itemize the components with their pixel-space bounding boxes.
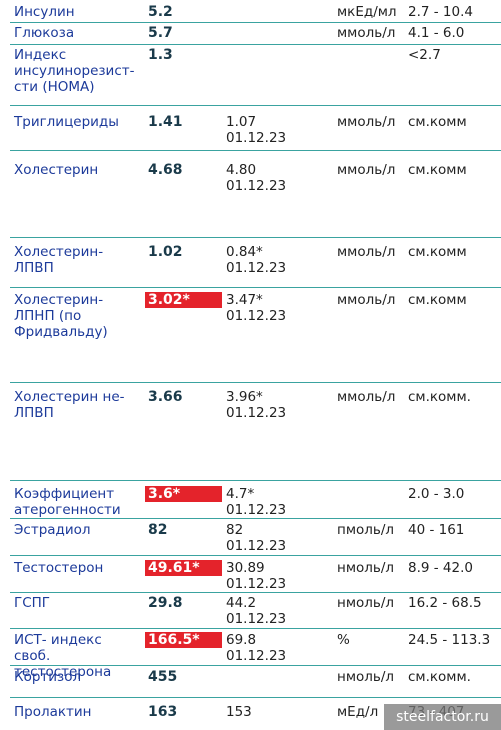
result: 49.61* xyxy=(145,560,222,576)
test-name: Холестерин-ЛПНП (по Фридвальду) xyxy=(14,292,108,340)
result: 3.02* xyxy=(145,292,222,308)
result: 82 xyxy=(148,522,168,538)
previous-result: 82 xyxy=(226,522,244,538)
previous-date: 01.12.23 xyxy=(226,648,287,664)
units: пмоль/л xyxy=(337,522,395,538)
row-separator xyxy=(10,518,501,519)
reference-range: см.комм xyxy=(408,162,467,178)
reference-range: 16.2 - 68.5 xyxy=(408,595,482,611)
units: мЕд/л xyxy=(337,704,379,720)
previous-date: 01.12.23 xyxy=(226,308,287,324)
units: ммоль/л xyxy=(337,389,396,405)
previous-date: 01.12.23 xyxy=(226,538,287,554)
previous-result: 69.8 xyxy=(226,632,257,648)
row-separator xyxy=(10,44,501,45)
previous-result: 1.07 xyxy=(226,114,257,130)
test-name: Триглицериды xyxy=(14,114,119,130)
previous-result: 3.47* xyxy=(226,292,263,308)
result: 3.6* xyxy=(145,486,222,502)
result: 163 xyxy=(148,704,178,720)
result: 3.66 xyxy=(148,389,183,405)
units: нмоль/л xyxy=(337,669,395,685)
test-name: Эстрадиол xyxy=(14,522,91,538)
previous-result: 4.7* xyxy=(226,486,255,502)
previous-result: 30.89 xyxy=(226,560,265,576)
row-separator xyxy=(10,592,501,593)
test-name: ИСТ- индекс своб. тестостерона xyxy=(14,632,112,680)
units: ммоль/л xyxy=(337,114,396,130)
reference-range: см.комм xyxy=(408,244,467,260)
units: ммоль/л xyxy=(337,244,396,260)
previous-result: 3.96* xyxy=(226,389,263,405)
reference-range: 24.5 - 113.3 xyxy=(408,632,491,648)
previous-date: 01.12.23 xyxy=(226,502,287,518)
test-name: ГСПГ xyxy=(14,595,51,611)
row-separator xyxy=(10,480,501,481)
units: нмоль/л xyxy=(337,560,395,576)
reference-range: 4.1 - 6.0 xyxy=(408,25,465,41)
units: ммоль/л xyxy=(337,292,396,308)
test-name: Коэффициент атерогенности xyxy=(14,486,121,518)
previous-date: 01.12.23 xyxy=(226,611,287,627)
reference-range: <2.7 xyxy=(408,47,441,63)
previous-date: 01.12.23 xyxy=(226,178,287,194)
reference-range: 2.7 - 10.4 xyxy=(408,4,473,20)
row-separator xyxy=(10,105,501,106)
row-separator xyxy=(10,287,501,288)
units: ммоль/л xyxy=(337,162,396,178)
previous-result: 153 xyxy=(226,704,252,720)
previous-result: 44.2 xyxy=(226,595,257,611)
previous-date: 01.12.23 xyxy=(226,405,287,421)
reference-range: 2.0 - 3.0 xyxy=(408,486,465,502)
result: 5.7 xyxy=(148,25,173,41)
result: 1.02 xyxy=(148,244,183,260)
test-name: Тестостерон xyxy=(14,560,104,576)
previous-date: 01.12.23 xyxy=(226,576,287,592)
test-name: Кортизол xyxy=(14,669,82,685)
row-separator xyxy=(10,382,501,383)
units: мкЕд/мл xyxy=(337,4,397,20)
test-name: Холестерин xyxy=(14,162,99,178)
units: ммоль/л xyxy=(337,25,396,41)
test-name: Холестерин-ЛПВП xyxy=(14,244,104,276)
units: нмоль/л xyxy=(337,595,395,611)
previous-date: 01.12.23 xyxy=(226,130,287,146)
result: 4.68 xyxy=(148,162,183,178)
row-separator xyxy=(10,150,501,151)
result: 29.8 xyxy=(148,595,183,611)
reference-range: см.комм. xyxy=(408,669,471,685)
result: 166.5* xyxy=(145,632,222,648)
previous-date: 01.12.23 xyxy=(226,260,287,276)
result: 5.2 xyxy=(148,4,173,20)
test-name: Инсулин xyxy=(14,4,75,20)
test-name: Холестерин не-ЛПВП xyxy=(14,389,125,421)
previous-result: 0.84* xyxy=(226,244,263,260)
result: 455 xyxy=(148,669,178,685)
test-name: Глюкоза xyxy=(14,25,75,41)
row-separator xyxy=(10,555,501,556)
reference-range: см.комм. xyxy=(408,389,471,405)
watermark: steelfactor.ru xyxy=(384,704,501,730)
reference-range: см.комм xyxy=(408,114,467,130)
row-separator xyxy=(10,665,501,666)
reference-range: см.комм xyxy=(408,292,467,308)
row-separator xyxy=(10,22,501,23)
reference-range: 8.9 - 42.0 xyxy=(408,560,473,576)
row-separator xyxy=(10,628,501,629)
reference-range: 40 - 161 xyxy=(408,522,465,538)
previous-result: 4.80 xyxy=(226,162,257,178)
result: 1.3 xyxy=(148,47,173,63)
units: % xyxy=(337,632,350,648)
row-separator xyxy=(10,697,501,698)
row-separator xyxy=(10,237,501,238)
test-name: Индекс инсулинорезист-сти (HOMA) xyxy=(14,47,135,95)
result: 1.41 xyxy=(148,114,183,130)
test-name: Пролактин xyxy=(14,704,92,720)
